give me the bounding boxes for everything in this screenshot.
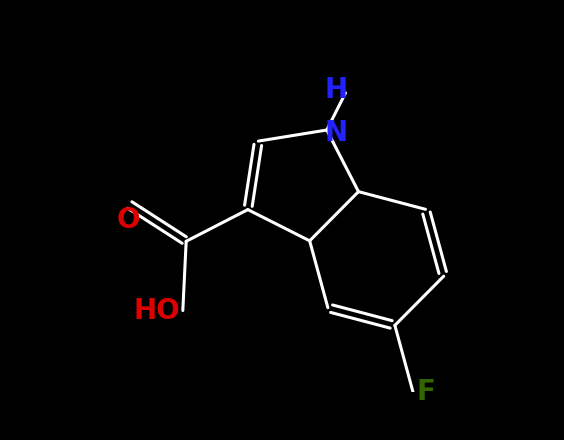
Text: H: H: [325, 76, 348, 104]
Text: O: O: [116, 206, 140, 234]
Text: F: F: [416, 378, 435, 406]
Text: N: N: [325, 119, 348, 147]
Text: HO: HO: [133, 297, 180, 325]
